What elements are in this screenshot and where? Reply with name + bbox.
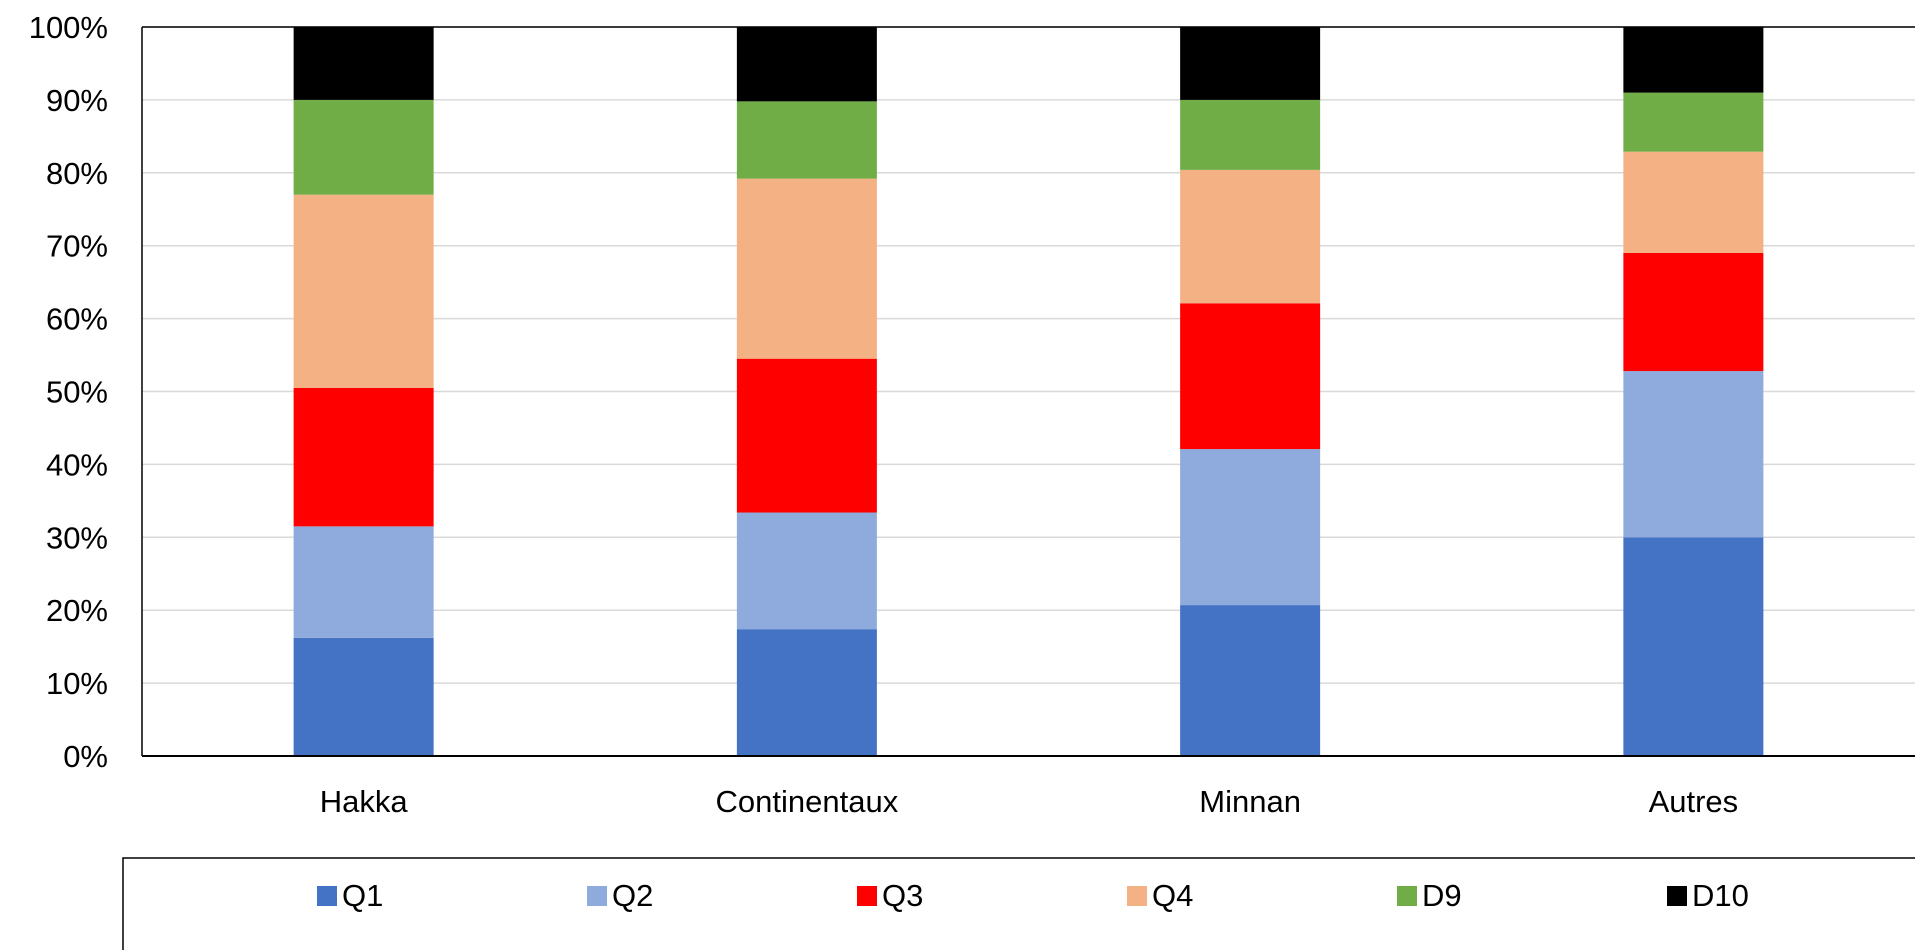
x-axis-category-labels: Hakka Continentaux Minnan Autres xyxy=(320,784,1738,819)
legend: Q1 Q2 Q3 Q4 D9 D10 xyxy=(122,857,1915,950)
bar-segment-q1-hakka xyxy=(293,637,434,756)
legend-swatch-q2 xyxy=(587,886,607,906)
y-tick-label: 20% xyxy=(46,593,108,628)
legend-swatch-q1 xyxy=(317,886,337,906)
bars xyxy=(293,27,1764,756)
legend-swatch-d10 xyxy=(1667,886,1687,906)
legend-box xyxy=(122,857,1915,950)
bar-segment-q3-minnan xyxy=(1180,303,1321,450)
bar-segment-q3-hakka xyxy=(293,387,434,527)
y-tick-label: 100% xyxy=(29,10,108,45)
bar-segment-d10-hakka xyxy=(293,27,434,100)
legend-swatch-q4 xyxy=(1127,886,1147,906)
y-tick-label: 80% xyxy=(46,156,108,191)
y-tick-label: 10% xyxy=(46,666,108,701)
bar-segment-q4-minnan xyxy=(1180,169,1321,304)
legend-label: D10 xyxy=(1692,878,1749,913)
x-category-label: Hakka xyxy=(320,784,409,819)
bar-segment-q2-continentaux xyxy=(736,512,877,630)
y-tick-label: 40% xyxy=(46,447,108,482)
bar-segment-d9-hakka xyxy=(293,99,434,195)
bar-segment-q2-autres xyxy=(1623,371,1764,538)
bar-segment-d9-continentaux xyxy=(736,101,877,179)
bar-segment-d10-minnan xyxy=(1180,27,1321,100)
legend-label: Q4 xyxy=(1152,878,1193,913)
bar-segment-q2-minnan xyxy=(1180,449,1321,606)
bar-segment-q1-continentaux xyxy=(736,629,877,756)
y-tick-label: 0% xyxy=(63,739,108,774)
y-tick-label: 90% xyxy=(46,83,108,118)
bar-segment-q3-continentaux xyxy=(736,358,877,513)
axes xyxy=(141,26,1915,757)
bar-segment-q1-autres xyxy=(1623,537,1764,756)
legend-swatch-d9 xyxy=(1397,886,1417,906)
x-category-label: Minnan xyxy=(1199,784,1301,819)
bar-segment-q1-minnan xyxy=(1180,605,1321,756)
legend-label: Q2 xyxy=(612,878,653,913)
bar-segment-d9-autres xyxy=(1623,92,1764,152)
y-tick-label: 60% xyxy=(46,302,108,337)
y-tick-label: 30% xyxy=(46,520,108,555)
bar-segment-d9-minnan xyxy=(1180,99,1321,170)
x-category-label: Continentaux xyxy=(716,784,899,819)
legend-label: Q1 xyxy=(342,878,383,913)
bar-segment-d10-continentaux xyxy=(736,27,877,102)
bar-segment-q4-autres xyxy=(1623,151,1764,253)
legend-label: Q3 xyxy=(882,878,923,913)
x-category-label: Autres xyxy=(1649,784,1739,819)
bar-segment-q4-continentaux xyxy=(736,178,877,359)
y-tick-label: 70% xyxy=(46,229,108,264)
y-axis-tick-labels: 0% 10% 20% 30% 40% 50% 60% 70% 80% 90% 100% xyxy=(29,10,108,774)
bar-segment-q2-hakka xyxy=(293,526,434,638)
bar-segment-d10-autres xyxy=(1623,27,1764,93)
bar-segment-q4-hakka xyxy=(293,194,434,388)
legend-label: D9 xyxy=(1422,878,1462,913)
legend-swatch-q3 xyxy=(857,886,877,906)
bar-segment-q3-autres xyxy=(1623,252,1764,372)
y-tick-label: 50% xyxy=(46,375,108,410)
